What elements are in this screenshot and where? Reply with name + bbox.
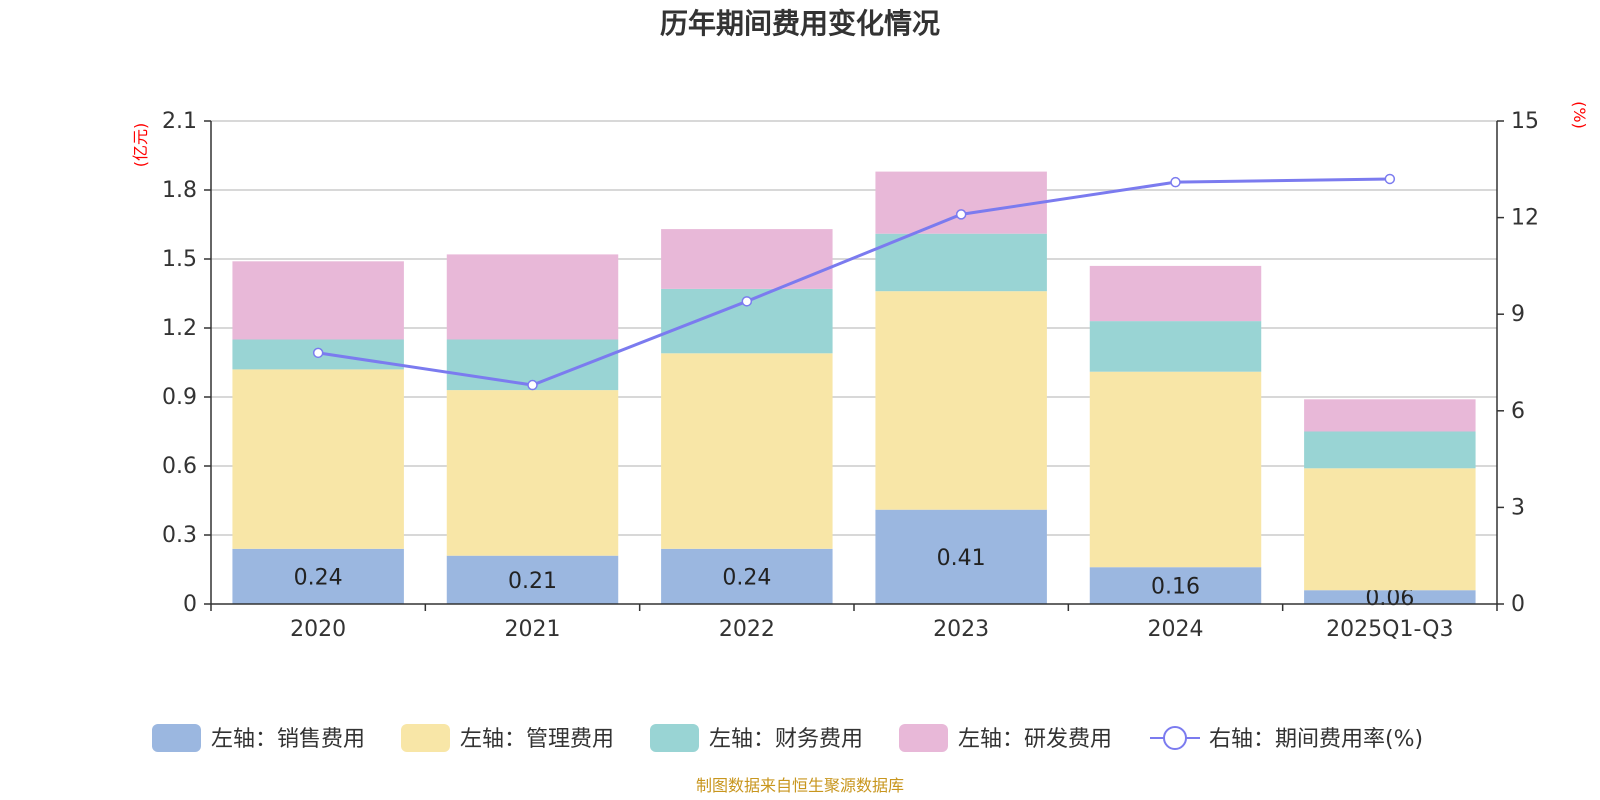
right-tick-label: 15 <box>1511 109 1539 134</box>
bar-value-label: 0.16 <box>1151 575 1200 600</box>
legend-swatch <box>401 724 450 752</box>
x-tick-label: 2023 <box>933 617 989 642</box>
bar-value-label: 0.24 <box>294 565 343 590</box>
bar-value-label: 0.41 <box>937 546 986 571</box>
bar-value-label: 0.06 <box>1365 586 1414 611</box>
chart-title: 历年期间费用变化情况 <box>660 7 940 40</box>
left-tick-label: 1.8 <box>162 178 197 203</box>
legend-label: 左轴：销售费用 <box>211 727 365 752</box>
right-tick-label: 3 <box>1511 495 1525 520</box>
bar-segment <box>446 390 619 556</box>
rate-point <box>1384 173 1396 185</box>
rate-point <box>312 347 324 359</box>
rate-line-path <box>317 177 1390 387</box>
left-tick-label: 0.3 <box>162 523 197 548</box>
left-tick-label: 2.1 <box>162 109 197 134</box>
bar-segment <box>446 254 619 340</box>
bar-segment <box>1089 567 1262 604</box>
x-tick-label: 2024 <box>1148 617 1204 642</box>
legend-label: 左轴：管理费用 <box>460 727 614 752</box>
bar-segment <box>875 509 1047 604</box>
bar-segment <box>1304 590 1476 604</box>
bar-segment <box>1089 265 1262 322</box>
x-tick-label: 2025Q1-Q3 <box>1326 617 1453 642</box>
legend-label: 右轴：期间费用率(%) <box>1209 727 1423 752</box>
bar-segment <box>1304 468 1476 591</box>
bar-segment <box>1304 431 1476 469</box>
bar-segment <box>232 261 404 340</box>
bar-segment <box>661 229 833 289</box>
rate-point <box>527 379 538 391</box>
legend-label: 左轴：财务费用 <box>709 727 863 752</box>
left-tick-label: 1.5 <box>162 247 197 272</box>
right-tick-label: 0 <box>1511 592 1525 617</box>
x-tick-label: 2021 <box>505 617 561 642</box>
legend: 左轴：销售费用 左轴：管理费用 左轴：财务费用 左轴：研发费用 右轴：期间费用率(%) <box>152 724 1423 752</box>
bar-segment <box>661 353 833 549</box>
legend-line-marker <box>1163 726 1187 750</box>
bar-segment <box>661 548 833 604</box>
axes: 0 0.3 0.6 0.9 1.2 1.5 1.8 2.1 0 3 6 9 12 15 2020 2021 20… <box>162 109 1539 642</box>
bar-segment <box>446 555 619 604</box>
legend-label: 左轴：研发费用 <box>958 727 1112 752</box>
source-note: 制图数据来自恒生聚源数据库 <box>696 776 904 795</box>
bar-segment <box>875 291 1047 510</box>
x-tick-label: 2022 <box>719 617 775 642</box>
legend-swatch <box>899 724 948 752</box>
left-tick-label: 0.6 <box>162 454 197 479</box>
bar-value-label: 0.21 <box>508 569 557 594</box>
legend-swatch <box>650 724 699 752</box>
bar-value-label: 0.24 <box>722 565 771 590</box>
rate-point <box>955 209 967 220</box>
bar-segment <box>875 233 1047 292</box>
bar-segment <box>232 548 404 604</box>
bar-segment <box>875 171 1047 234</box>
rate-line <box>312 173 1396 391</box>
bar-segment <box>1089 371 1262 568</box>
left-tick-label: 0.9 <box>162 385 197 410</box>
left-axis-unit: (亿元) <box>131 123 150 168</box>
rate-point <box>741 296 753 307</box>
rate-point <box>1170 176 1181 188</box>
left-tick-label: 1.2 <box>162 316 197 341</box>
bar-segment <box>1304 399 1476 432</box>
bar-segment <box>232 369 404 549</box>
legend-swatch <box>152 724 201 752</box>
bars: 0.24 0.21 0.24 0.41 0.16 0.06 <box>232 171 1476 611</box>
right-tick-label: 12 <box>1511 206 1539 231</box>
right-tick-label: 9 <box>1511 302 1525 327</box>
x-tick-label: 2020 <box>290 617 346 642</box>
right-axis-unit: (%) <box>1570 101 1589 129</box>
bar-segment <box>1089 321 1262 372</box>
right-tick-label: 6 <box>1511 399 1525 424</box>
left-tick-label: 0 <box>183 592 197 617</box>
